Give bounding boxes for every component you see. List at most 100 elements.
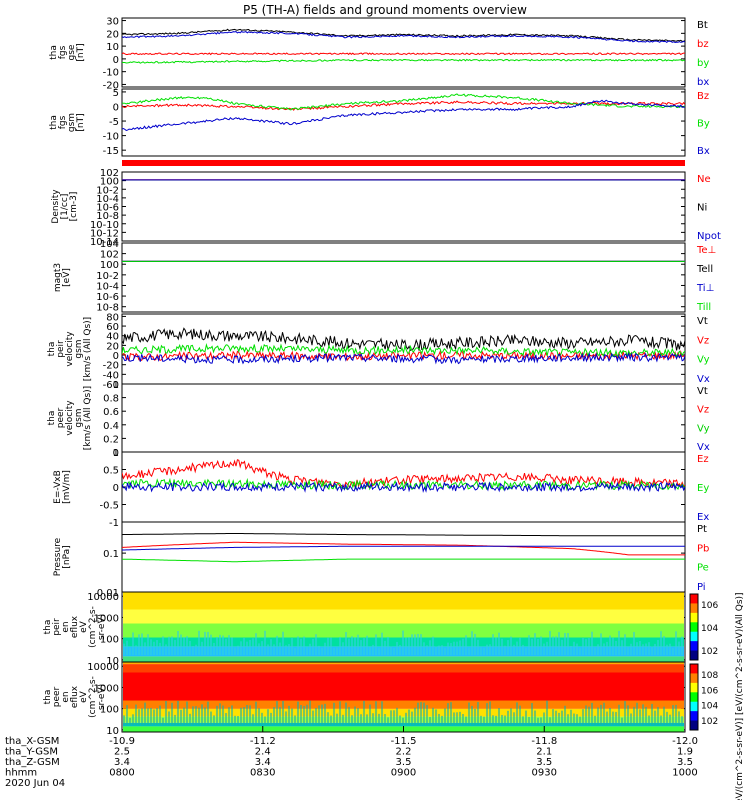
ylabel-line: [nT]: [76, 43, 86, 61]
spectrogram-column: [396, 707, 398, 725]
ylabel-line: en: [61, 691, 71, 702]
spectrogram-column: [306, 704, 308, 725]
spectrogram-column: [228, 707, 230, 725]
spectrogram-column: [339, 637, 341, 655]
spectrogram-column: [582, 637, 584, 655]
spectrogram-column: [225, 712, 227, 725]
spectrogram-column: [363, 638, 365, 655]
spectrogram-column: [624, 634, 626, 655]
ylabel-line: sr-eV): [97, 684, 107, 710]
spectrogram-column: [657, 639, 659, 655]
panel-10: tha peer en eflux eV (cm^2-s-sr-eV) 10000 1000 1…: [43, 661, 718, 737]
spectrogram-column: [396, 641, 398, 655]
spectrogram-column: [126, 705, 128, 725]
spectrogram-column: [567, 632, 569, 655]
panel-ylabel: tha peer en eflux eV (cm^2-s-sr-eV): [43, 676, 107, 718]
spectrogram-column: [168, 636, 170, 655]
legend-entry: Vy: [697, 355, 710, 366]
panel-legend: Vt Vz Vy Vx: [697, 386, 710, 453]
spectrogram-column: [198, 630, 200, 655]
panel-ylabel: tha fgs gsm [nT]: [49, 113, 86, 132]
spectrogram-column: [531, 703, 533, 725]
spectrogram-column: [132, 714, 134, 725]
spectrogram-column: [612, 711, 614, 725]
ylabel-line: tha: [49, 45, 59, 60]
spectrogram-column: [204, 631, 206, 655]
panel-ylabel: tha peer velocity gsm [km/s (All Qs)]: [47, 386, 93, 450]
spectrogram-column: [183, 637, 185, 655]
spectrogram-column: [483, 647, 485, 655]
series-Vt: [122, 327, 685, 352]
series-Bt: [122, 28, 685, 42]
colorbar-tick-label: 102: [701, 647, 718, 657]
date-label: 2020 Jun 04: [5, 778, 65, 789]
spectrogram-column: [318, 645, 320, 655]
spectrogram-column: [507, 710, 509, 725]
spectrogram-column: [303, 705, 305, 725]
y-tick-label: 0.1: [103, 549, 119, 560]
spectrogram-column: [636, 702, 638, 725]
spectrogram-column: [660, 631, 662, 655]
y-tick-label: 10000: [87, 662, 119, 673]
spectrogram-column: [672, 705, 674, 725]
spectrogram-column: [420, 702, 422, 725]
spectrogram-column: [528, 717, 530, 725]
spectrogram-column: [477, 702, 479, 725]
spectrogram-column: [639, 640, 641, 655]
spectrogram-column: [486, 703, 488, 725]
x-tick-label: 3.5: [396, 757, 412, 768]
colorbar-tick-label: 106: [701, 686, 718, 696]
series-group: [122, 93, 685, 132]
legend-entry: Ey: [697, 483, 709, 494]
spectrogram-column: [222, 635, 224, 655]
ylabel-line: [km/s (All Qs)]: [83, 386, 93, 450]
colorbar-frame: [689, 663, 699, 731]
spectrogram-column: [171, 636, 173, 655]
spectrogram-column: [138, 634, 140, 655]
spectrogram-column: [549, 717, 551, 725]
spectrogram-column: [432, 707, 434, 725]
spectrogram-column: [648, 715, 650, 725]
spectrogram-column: [273, 644, 275, 655]
spectrogram-column: [336, 713, 338, 725]
spectrogram-column: [444, 708, 446, 725]
spectrogram-column: [315, 707, 317, 725]
spectrogram-column: [423, 702, 425, 725]
panel-frame: [121, 242, 686, 313]
legend-entry: Te⊥: [696, 245, 716, 256]
colorbar-segment: [690, 664, 698, 674]
spectrogram-column: [546, 700, 548, 725]
spectrogram-column: [402, 630, 404, 655]
y-tick-label: -0.5: [99, 501, 119, 512]
spectrogram-column: [294, 715, 296, 725]
legend-entry: Vz: [697, 335, 709, 346]
spectrogram-column: [240, 641, 242, 655]
spectrogram-column: [654, 710, 656, 725]
series-Pe: [122, 558, 685, 563]
spectrogram-column: [336, 647, 338, 655]
spectrogram-band: [123, 592, 684, 610]
spectrogram-column: [333, 702, 335, 725]
ylabel-line: Density: [51, 189, 61, 224]
panel-frame: [121, 383, 686, 453]
y-tick-label: 0.4: [103, 421, 119, 432]
spectrogram-column: [432, 636, 434, 655]
spectrogram-column: [333, 647, 335, 655]
spectrogram-column: [393, 710, 395, 725]
y-tick-label: 0: [113, 102, 119, 113]
spectrogram-column: [570, 709, 572, 725]
spectrogram-column: [651, 646, 653, 655]
spectrogram-column: [621, 717, 623, 725]
spectrogram-column: [576, 714, 578, 725]
spectrogram-column: [573, 713, 575, 725]
spectrogram-column: [633, 706, 635, 725]
spectrogram-column: [162, 717, 164, 725]
ylabel-line: [mV/m]: [62, 470, 72, 504]
legend-entry: by: [697, 58, 709, 69]
spectrogram-column: [180, 709, 182, 725]
spectrogram-column: [300, 638, 302, 655]
ylabel-line: peer: [52, 686, 62, 707]
spectrogram-column: [417, 633, 419, 655]
spectrogram-column: [378, 647, 380, 655]
